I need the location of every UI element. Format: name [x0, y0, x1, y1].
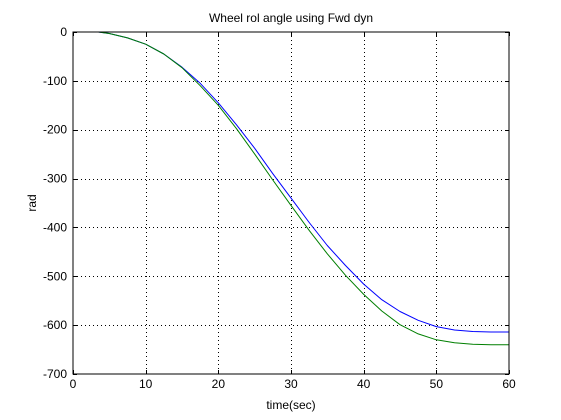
x-tick-label: 60: [502, 377, 516, 391]
y-tick-label: -600: [43, 318, 67, 332]
y-tick-label: -700: [43, 367, 67, 381]
y-tick-label: 0: [60, 25, 67, 39]
x-axis-label: time(sec): [266, 398, 315, 412]
y-tick-label: -200: [43, 123, 67, 137]
y-tick-label: -500: [43, 269, 67, 283]
x-tick-label: 40: [357, 377, 371, 391]
chart-title: Wheel rol angle using Fwd dyn: [209, 11, 373, 25]
grid: [73, 32, 509, 374]
x-tick-label: 0: [70, 377, 77, 391]
x-tick-label: 20: [212, 377, 226, 391]
ticks: 0 10 20 30 40 50 60 0 -100 -200 -300 -400 -500 -600 -7…: [43, 25, 516, 391]
x-tick-label: 10: [139, 377, 153, 391]
series-line-2: [98, 31, 509, 346]
plot-area: [73, 32, 509, 374]
y-tick-label: -400: [43, 220, 67, 234]
y-tick-label: -300: [43, 172, 67, 186]
x-tick-label: 50: [430, 377, 444, 391]
series-layer: [98, 31, 509, 346]
y-axis-label: rad: [25, 194, 39, 211]
x-tick-label: 30: [284, 377, 298, 391]
y-tick-label: -100: [43, 74, 67, 88]
